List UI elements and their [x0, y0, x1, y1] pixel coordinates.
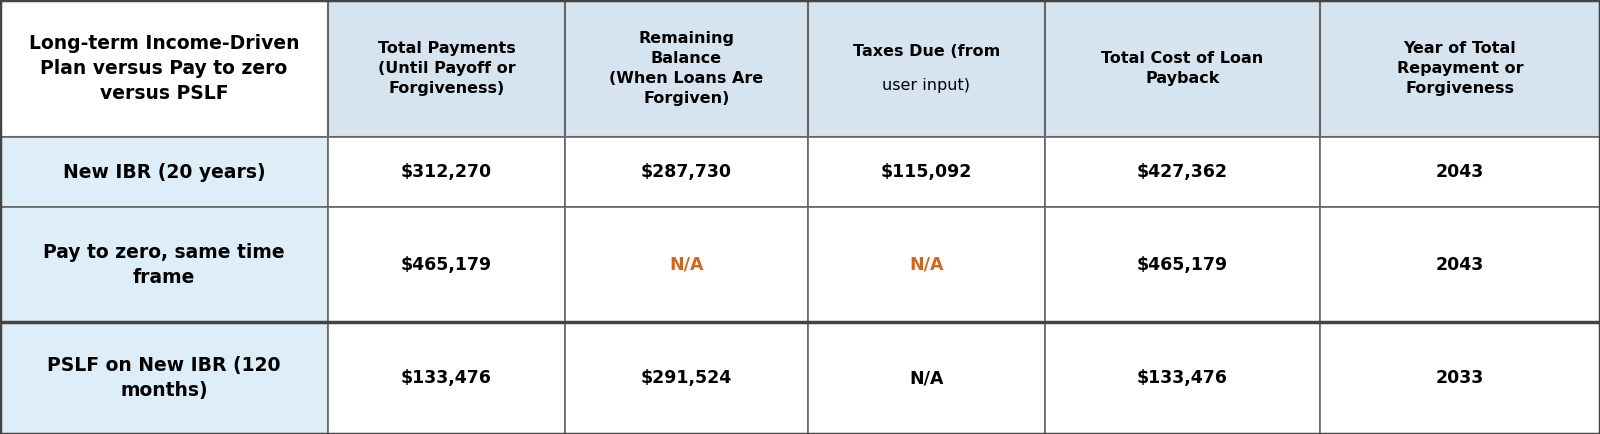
Text: $312,270: $312,270 — [402, 163, 491, 181]
Bar — [0, 0, 328, 137]
Bar — [0, 207, 328, 322]
Bar — [808, 322, 1045, 434]
Bar — [1320, 0, 1600, 137]
Bar — [1320, 322, 1600, 434]
Text: Pay to zero, same time
frame: Pay to zero, same time frame — [43, 243, 285, 287]
Text: New IBR (20 years): New IBR (20 years) — [62, 163, 266, 181]
Bar — [565, 0, 808, 137]
Text: user input): user input) — [883, 78, 970, 93]
Text: Total Payments
(Until Payoff or
Forgiveness): Total Payments (Until Payoff or Forgiven… — [378, 41, 515, 95]
Bar — [0, 137, 328, 207]
Bar — [565, 207, 808, 322]
Text: PSLF on New IBR (120
months): PSLF on New IBR (120 months) — [48, 356, 280, 400]
Bar — [1045, 322, 1320, 434]
Text: Remaining
Balance
(When Loans Are
Forgiven): Remaining Balance (When Loans Are Forgiv… — [610, 31, 763, 105]
Text: 2043: 2043 — [1435, 256, 1485, 274]
Bar — [328, 322, 565, 434]
Text: $465,179: $465,179 — [1138, 256, 1227, 274]
Text: Taxes Due (from: Taxes Due (from — [853, 44, 1000, 59]
Bar — [328, 137, 565, 207]
Text: Total Cost of Loan
Payback: Total Cost of Loan Payback — [1101, 51, 1264, 86]
Bar — [1045, 0, 1320, 137]
Text: Long-term Income-Driven
Plan versus Pay to zero
versus PSLF: Long-term Income-Driven Plan versus Pay … — [29, 34, 299, 103]
Text: N/A: N/A — [909, 256, 944, 274]
Text: $465,179: $465,179 — [402, 256, 491, 274]
Bar — [808, 137, 1045, 207]
Text: $427,362: $427,362 — [1138, 163, 1227, 181]
Bar — [328, 207, 565, 322]
Text: $291,524: $291,524 — [640, 369, 733, 387]
Bar — [1320, 137, 1600, 207]
Text: N/A: N/A — [669, 256, 704, 274]
Text: Year of Total
Repayment or
Forgiveness: Year of Total Repayment or Forgiveness — [1397, 41, 1523, 95]
Bar — [565, 322, 808, 434]
Bar — [808, 0, 1045, 137]
Text: N/A: N/A — [909, 369, 944, 387]
Text: $133,476: $133,476 — [1138, 369, 1227, 387]
Bar — [328, 0, 565, 137]
Bar — [1045, 137, 1320, 207]
Bar — [1320, 207, 1600, 322]
Text: 2033: 2033 — [1435, 369, 1485, 387]
Bar — [565, 137, 808, 207]
Bar — [808, 207, 1045, 322]
Text: 2043: 2043 — [1435, 163, 1485, 181]
Bar — [0, 322, 328, 434]
Text: $133,476: $133,476 — [402, 369, 491, 387]
Bar — [1045, 207, 1320, 322]
Text: $115,092: $115,092 — [880, 163, 973, 181]
Text: $287,730: $287,730 — [642, 163, 731, 181]
